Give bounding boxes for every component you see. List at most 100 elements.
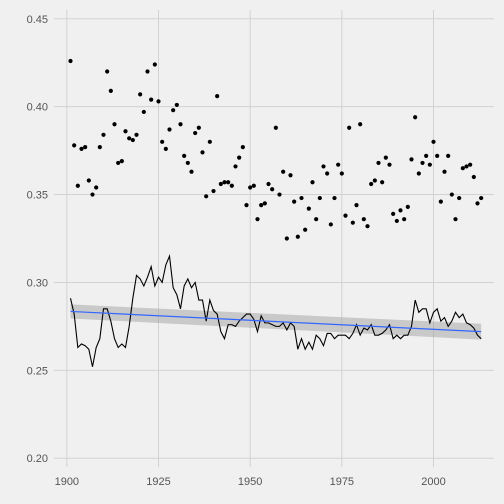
- x-tick-label: 1925: [146, 476, 170, 488]
- data-point: [163, 146, 168, 151]
- data-point: [178, 122, 183, 127]
- data-point: [376, 160, 381, 166]
- data-point: [350, 220, 355, 225]
- x-tick-label: 2000: [421, 476, 445, 488]
- data-point: [413, 115, 418, 120]
- trend-line-layer: [70, 310, 482, 333]
- data-point: [255, 217, 260, 222]
- data-point: [475, 201, 480, 206]
- trend-line: [70, 310, 482, 333]
- data-point: [156, 99, 161, 104]
- data-point: [457, 195, 462, 201]
- data-point: [211, 188, 216, 194]
- data-point: [90, 192, 95, 197]
- data-point: [453, 217, 458, 222]
- data-point: [97, 145, 102, 150]
- data-point: [259, 203, 264, 208]
- x-tick-label: 1950: [238, 476, 262, 488]
- data-point: [387, 162, 392, 167]
- data-point: [358, 122, 363, 127]
- y-tick-label: 0.45: [27, 14, 48, 26]
- data-point: [354, 203, 359, 208]
- data-point: [130, 137, 135, 143]
- data-point: [336, 162, 341, 167]
- data-point: [420, 160, 425, 166]
- data-point: [167, 127, 172, 132]
- data-point: [273, 125, 278, 130]
- data-point: [174, 102, 179, 108]
- data-point: [438, 199, 443, 204]
- data-point: [310, 180, 315, 185]
- series-points-layer: [68, 58, 484, 241]
- data-point: [398, 208, 403, 213]
- data-point: [424, 153, 429, 158]
- data-point: [468, 162, 473, 167]
- data-point: [251, 183, 256, 188]
- data-point: [79, 146, 84, 151]
- data-point: [196, 125, 201, 130]
- data-point: [240, 145, 245, 150]
- data-point: [75, 183, 80, 188]
- data-point: [134, 132, 139, 137]
- data-point: [226, 180, 231, 185]
- data-point: [365, 224, 370, 229]
- data-point: [123, 129, 128, 134]
- data-point: [288, 173, 293, 178]
- data-point: [281, 169, 286, 174]
- data-point: [266, 181, 271, 187]
- data-point: [86, 178, 91, 183]
- data-point: [446, 153, 451, 158]
- data-point: [449, 192, 454, 197]
- data-point: [244, 203, 249, 208]
- data-point: [391, 211, 396, 216]
- data-point: [262, 201, 267, 206]
- data-point: [83, 145, 88, 150]
- data-point: [193, 130, 198, 136]
- data-point: [383, 155, 388, 160]
- data-point: [127, 136, 132, 141]
- data-point: [200, 150, 205, 155]
- data-point: [116, 160, 121, 166]
- data-point: [402, 217, 407, 222]
- data-point: [325, 171, 330, 176]
- data-point: [416, 171, 421, 176]
- data-point: [343, 213, 348, 218]
- data-point: [141, 109, 146, 115]
- data-point: [314, 217, 319, 222]
- data-point: [207, 139, 212, 144]
- data-point: [204, 194, 209, 199]
- data-point: [237, 155, 242, 160]
- data-point: [306, 206, 311, 211]
- data-point: [145, 69, 150, 74]
- data-point: [295, 234, 300, 239]
- data-point: [299, 195, 304, 201]
- data-point: [427, 162, 432, 167]
- y-axis-ticks: 0.20 0.25 0.30 0.35 0.40 0.45: [27, 14, 48, 465]
- y-tick-label: 0.25: [27, 365, 48, 377]
- y-tick-label: 0.40: [27, 102, 48, 114]
- data-point: [185, 160, 190, 166]
- data-point: [112, 122, 117, 127]
- data-point: [222, 180, 227, 185]
- data-point: [101, 132, 106, 137]
- data-point: [182, 153, 187, 158]
- data-point: [119, 159, 124, 164]
- data-point: [94, 185, 99, 190]
- data-point: [105, 69, 110, 74]
- data-point: [68, 58, 73, 64]
- data-point: [369, 181, 374, 187]
- data-point: [229, 183, 234, 188]
- data-point: [347, 125, 352, 130]
- data-point: [328, 222, 333, 227]
- data-point: [152, 62, 157, 67]
- y-tick-label: 0.20: [27, 453, 48, 465]
- data-point: [138, 92, 143, 97]
- x-axis-ticks: 1900 1925 1950 1975 2000: [55, 476, 446, 488]
- data-point: [317, 195, 322, 201]
- data-point: [380, 180, 385, 185]
- data-point: [332, 195, 337, 201]
- x-tick-label: 1900: [55, 476, 79, 488]
- series-line-layer: [69, 253, 482, 367]
- y-tick-label: 0.30: [27, 277, 48, 289]
